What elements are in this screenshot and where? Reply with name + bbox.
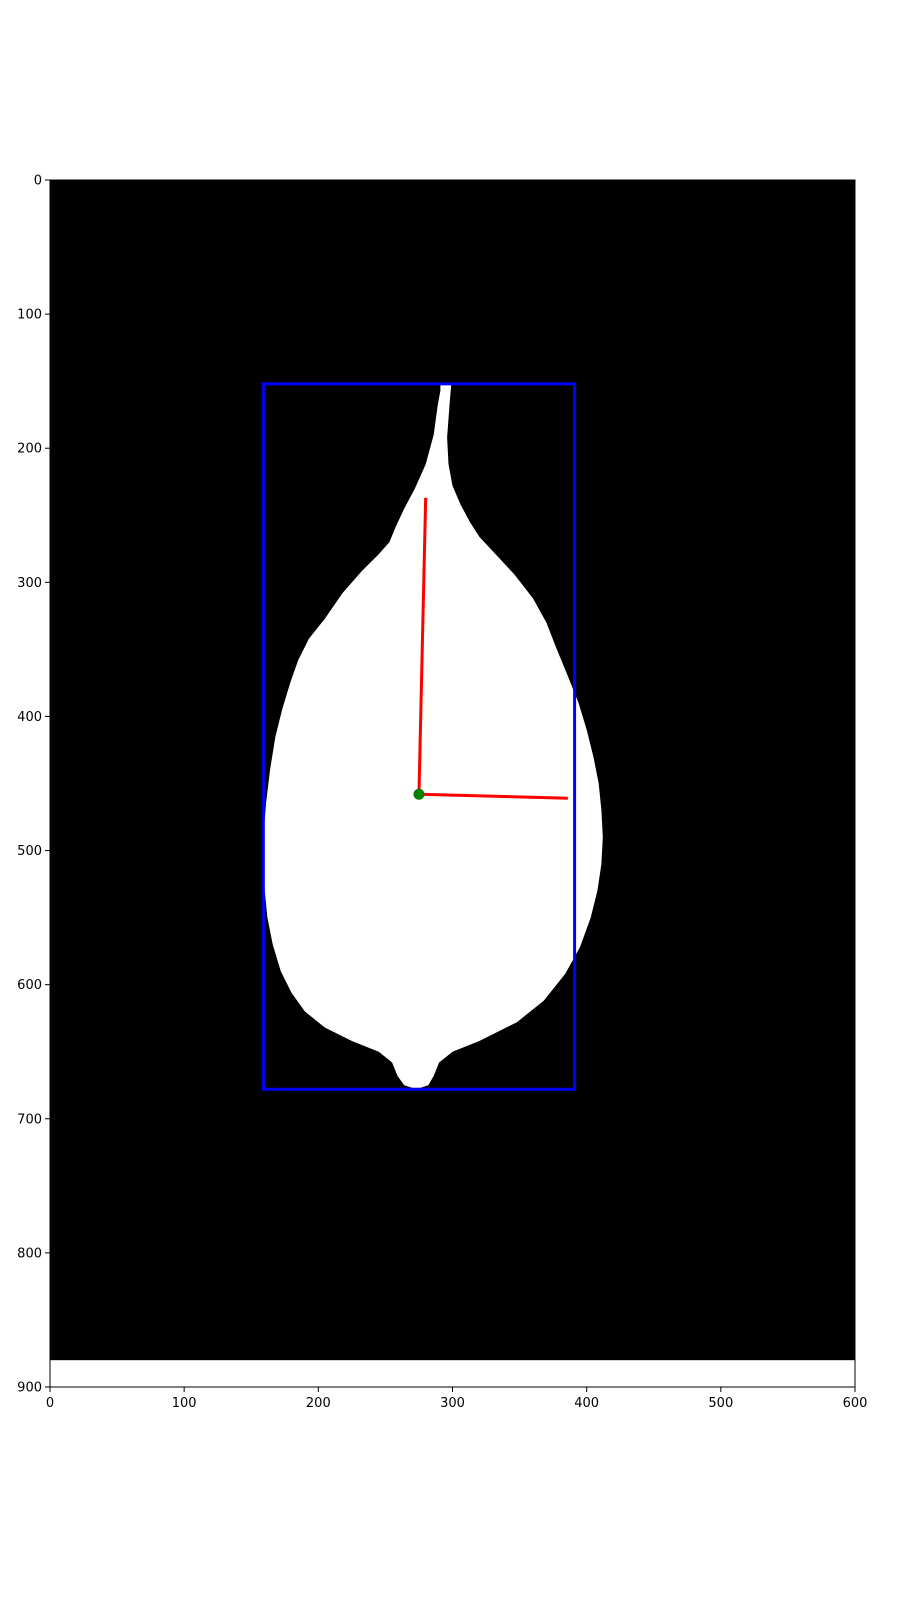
axes: 0 100 200 300 400 500 600 0 100 200 300 400 500 600 70… [17, 174, 867, 1412]
y-tick-label: 300 [17, 576, 42, 591]
x-tick-label: 300 [440, 1396, 465, 1411]
x-tick-label: 400 [574, 1396, 599, 1411]
minor-axis-segment [418, 792, 568, 800]
y-tick-label: 500 [17, 844, 42, 859]
major-axis-segment [417, 497, 428, 795]
y-tick-label: 600 [17, 978, 42, 993]
y-tick-label: 0 [34, 174, 42, 189]
x-tick-label: 100 [172, 1396, 197, 1411]
x-tick-label: 0 [46, 1396, 54, 1411]
y-tick-label: 100 [17, 308, 42, 323]
leaf-mask [263, 382, 603, 1088]
bounding-box [261, 382, 577, 1091]
y-tick-label: 800 [17, 1246, 42, 1261]
y-tick-label: 400 [17, 710, 42, 725]
y-tick-label: 700 [17, 1112, 42, 1127]
y-tick-label: 900 [17, 1381, 42, 1396]
x-tick-label: 200 [306, 1396, 331, 1411]
x-tick-label: 500 [708, 1396, 733, 1411]
plot-area [50, 180, 855, 1361]
y-tick-label: 200 [17, 442, 42, 457]
x-tick-label: 600 [843, 1396, 868, 1411]
centroid-point [413, 788, 425, 800]
